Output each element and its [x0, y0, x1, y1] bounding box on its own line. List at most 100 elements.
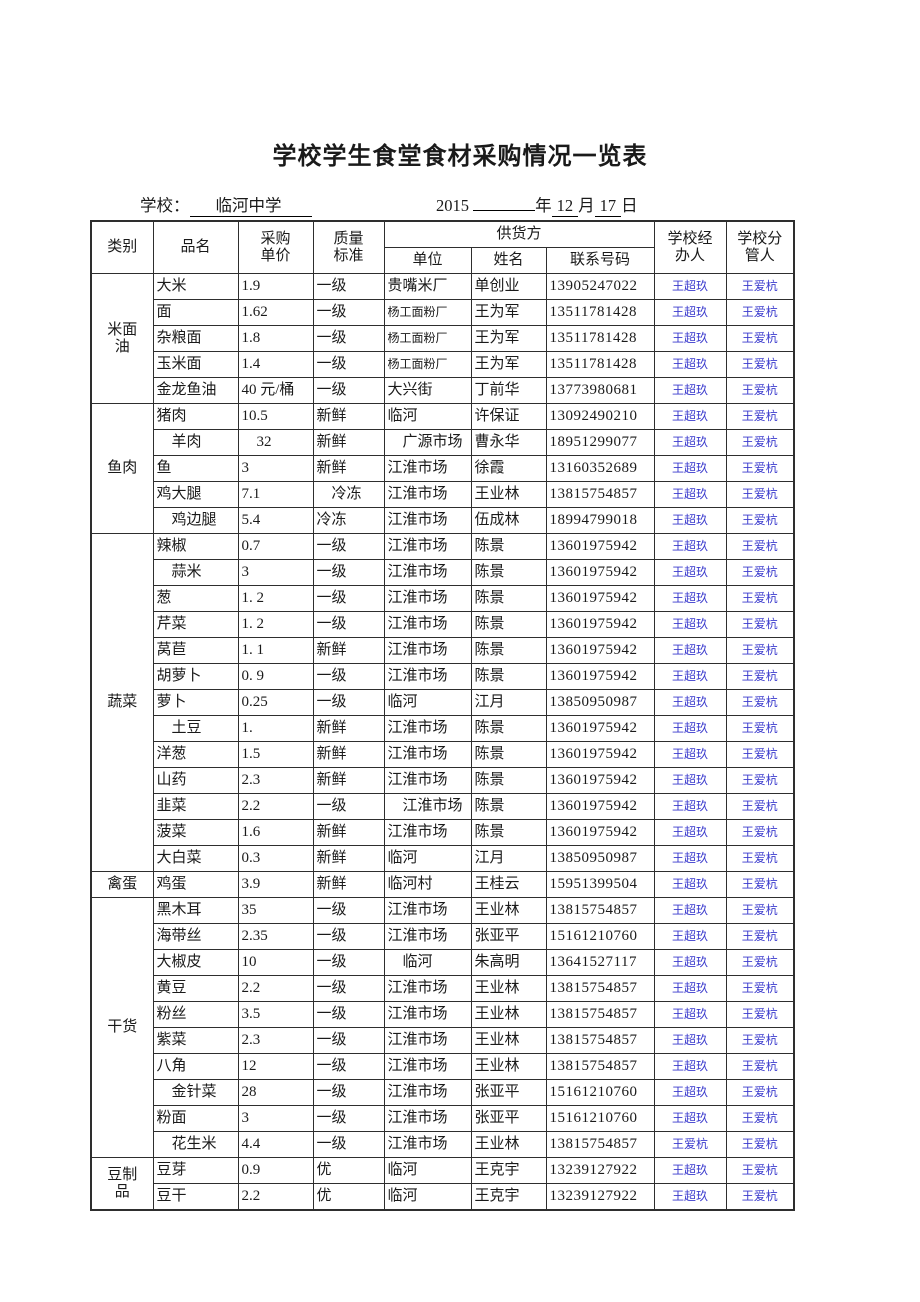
quality-cell: 一级 [312, 559, 385, 586]
phone-cell: 13601975942 [545, 637, 655, 664]
phone-cell: 18951299077 [545, 429, 655, 456]
contact-cell: 陈景 [470, 663, 547, 690]
unit-cell: 江淮市场 [383, 793, 472, 820]
supervisor-cell: 王爱杭 [725, 741, 795, 768]
supervisor-cell: 王爱杭 [725, 299, 795, 326]
price-cell: 1. 2 [237, 585, 314, 612]
phone-cell: 13850950987 [545, 689, 655, 716]
quality-cell: 一级 [312, 611, 385, 638]
unit-cell: 江淮市场 [383, 1053, 472, 1080]
unit-cell: 广源市场 [383, 429, 472, 456]
school-value: 临河中学 [189, 192, 312, 217]
quality-cell: 冷冻 [312, 507, 385, 534]
supervisor-cell: 王爱杭 [725, 923, 795, 950]
contact-cell: 王业林 [470, 975, 547, 1002]
product-cell: 鸡大腿 [152, 481, 239, 508]
price-cell: 1. 2 [237, 611, 314, 638]
unit-cell: 江淮市场 [383, 663, 472, 690]
supervisor-cell: 王爱杭 [725, 1027, 795, 1054]
year-value: 2015 [436, 196, 469, 215]
supervisor-cell: 王爱杭 [725, 507, 795, 534]
contact-cell: 陈景 [470, 767, 547, 794]
quality-cell: 一级 [312, 923, 385, 950]
unit-cell: 临河 [383, 403, 472, 430]
product-cell: 杂粮面 [152, 325, 239, 352]
handler-cell: 王超玖 [653, 871, 727, 898]
price-cell: 35 [237, 897, 314, 924]
contact-cell: 丁前华 [470, 377, 547, 404]
quality-cell: 一级 [312, 325, 385, 352]
contact-cell: 陈景 [470, 611, 547, 638]
product-cell: 洋葱 [152, 741, 239, 768]
price-cell: 4.4 [237, 1131, 314, 1158]
phone-cell: 13815754857 [545, 1001, 655, 1028]
table-row: 粉面 3 一级 江淮市场 张亚平 15161210760 王超玖 王爱杭 [91, 1105, 795, 1132]
quality-cell: 一级 [312, 949, 385, 976]
quality-cell: 一级 [312, 1027, 385, 1054]
handler-cell: 王超玖 [653, 1183, 727, 1211]
quality-cell: 一级 [312, 1131, 385, 1158]
unit-cell: 临河 [383, 949, 472, 976]
unit-cell: 临河 [383, 689, 472, 716]
contact-cell: 陈景 [470, 741, 547, 768]
unit-cell: 江淮市场 [383, 1131, 472, 1158]
school-field: 学校： 临河中学 [140, 192, 312, 217]
contact-cell: 王为军 [470, 351, 547, 378]
phone-cell: 15161210760 [545, 923, 655, 950]
unit-cell: 临河村 [383, 871, 472, 898]
unit-cell: 杨工面粉厂 [383, 299, 472, 326]
supervisor-cell: 王爱杭 [725, 819, 795, 846]
phone-cell: 13601975942 [545, 741, 655, 768]
phone-cell: 13641527117 [545, 949, 655, 976]
table-row: 土豆 1. 新鲜 江淮市场 陈景 13601975942 王超玖 王爱杭 [91, 715, 795, 742]
contact-cell: 王业林 [470, 1131, 547, 1158]
supervisor-cell: 王爱杭 [725, 871, 795, 898]
contact-cell: 陈景 [470, 637, 547, 664]
price-cell: 3 [237, 559, 314, 586]
phone-cell: 13239127922 [545, 1183, 655, 1211]
supervisor-cell: 王爱杭 [725, 897, 795, 924]
quality-cell: 一级 [312, 585, 385, 612]
product-cell: 黑木耳 [152, 897, 239, 924]
handler-cell: 王超玖 [653, 715, 727, 742]
price-cell: 2.2 [237, 1183, 314, 1211]
supervisor-cell: 王爱杭 [725, 975, 795, 1002]
price-cell: 10.5 [237, 403, 314, 430]
contact-cell: 王克宇 [470, 1157, 547, 1184]
supervisor-cell: 王爱杭 [725, 949, 795, 976]
handler-cell: 王超玖 [653, 507, 727, 534]
price-cell: 3.9 [237, 871, 314, 898]
quality-cell: 一级 [312, 1105, 385, 1132]
header-unit: 单位 [383, 247, 472, 274]
quality-cell: 新鲜 [312, 403, 385, 430]
unit-cell: 江淮市场 [383, 637, 472, 664]
supervisor-cell: 王爱杭 [725, 377, 795, 404]
price-cell: 0. 9 [237, 663, 314, 690]
supervisor-cell: 王爱杭 [725, 793, 795, 820]
header-supplier: 供货方 [383, 220, 655, 248]
phone-cell: 13601975942 [545, 767, 655, 794]
product-cell: 鸡边腿 [152, 507, 239, 534]
blank-underline [473, 210, 536, 211]
supervisor-cell: 王爱杭 [725, 455, 795, 482]
day-suffix: 日 [621, 196, 638, 215]
contact-cell: 王业林 [470, 1053, 547, 1080]
quality-cell: 新鲜 [312, 845, 385, 872]
supervisor-cell: 王爱杭 [725, 715, 795, 742]
phone-cell: 13160352689 [545, 455, 655, 482]
table-row: 杂粮面 1.8 一级 杨工面粉厂 王为军 13511781428 王超玖 王爱杭 [91, 325, 795, 352]
school-label: 学校： [140, 196, 190, 215]
handler-cell: 王超玖 [653, 793, 727, 820]
supervisor-cell: 王爱杭 [725, 273, 795, 300]
unit-cell: 大兴街 [383, 377, 472, 404]
handler-cell: 王超玖 [653, 1157, 727, 1184]
product-cell: 山药 [152, 767, 239, 794]
header-price: 采购 单价 [237, 220, 314, 274]
price-cell: 2.35 [237, 923, 314, 950]
category-cell: 禽蛋 [90, 871, 154, 898]
phone-cell: 13815754857 [545, 481, 655, 508]
product-cell: 粉面 [152, 1105, 239, 1132]
phone-cell: 13815754857 [545, 1027, 655, 1054]
price-cell: 10 [237, 949, 314, 976]
unit-cell: 贵嘴米厂 [383, 273, 472, 300]
